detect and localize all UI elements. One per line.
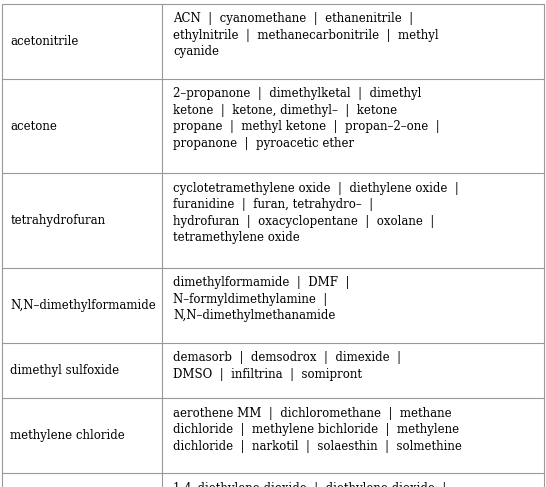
Text: cyclotetramethylene oxide  |  diethylene oxide  |
furanidine  |  furan, tetrahyd: cyclotetramethylene oxide | diethylene o… xyxy=(173,182,459,244)
Text: dimethylformamide  |  DMF  |
N–formyldimethylamine  |
N,N–dimethylmethanamide: dimethylformamide | DMF | N–formyldimeth… xyxy=(173,276,349,322)
Text: acetonitrile: acetonitrile xyxy=(10,35,79,48)
Text: N,N–dimethylformamide: N,N–dimethylformamide xyxy=(10,299,156,312)
Text: demasorb  |  demsodrox  |  dimexide  |
DMSO  |  infiltrina  |  somipront: demasorb | demsodrox | dimexide | DMSO |… xyxy=(173,351,401,381)
Text: acetone: acetone xyxy=(10,120,57,133)
Text: aerothene MM  |  dichloromethane  |  methane
dichloride  |  methylene bichloride: aerothene MM | dichloromethane | methane… xyxy=(173,407,462,453)
Text: ACN  |  cyanomethane  |  ethanenitrile  |
ethylnitrile  |  methanecarbonitrile  : ACN | cyanomethane | ethanenitrile | eth… xyxy=(173,12,438,58)
Text: methylene chloride: methylene chloride xyxy=(10,430,125,443)
Text: dimethyl sulfoxide: dimethyl sulfoxide xyxy=(10,364,120,377)
Text: tetrahydrofuran: tetrahydrofuran xyxy=(10,214,105,227)
Text: 2–propanone  |  dimethylketal  |  dimethyl
ketone  |  ketone, dimethyl–  |  keto: 2–propanone | dimethylketal | dimethyl k… xyxy=(173,87,440,150)
Text: 1,4–diethylene dioxide  |  diethylene dioxide  |
diethylene ether  |  diethylene: 1,4–diethylene dioxide | diethylene diox… xyxy=(173,482,453,487)
